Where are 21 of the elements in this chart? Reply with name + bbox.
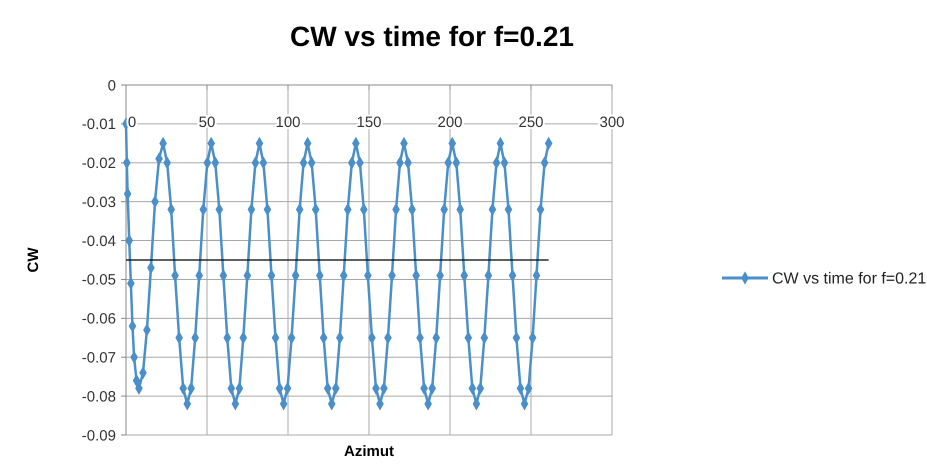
y-tick-label: -0.02 [82, 155, 116, 172]
y-tick-label: -0.03 [82, 194, 116, 211]
y-tick-label: -0.09 [82, 427, 116, 444]
x-tick-label: 50 [198, 114, 216, 131]
x-tick-label: 250 [518, 114, 544, 131]
y-tick-label: 0 [108, 77, 116, 94]
y-axis-title: CW [25, 246, 42, 272]
x-tick-label: 200 [437, 114, 463, 131]
x-tick-label: 300 [599, 114, 625, 131]
y-tick-label: -0.07 [82, 349, 116, 366]
y-tick-label: -0.08 [82, 388, 116, 406]
y-tick-label: -0.04 [82, 232, 116, 250]
x-tick-label: 150 [356, 114, 382, 131]
x-tick-label: 100 [275, 114, 301, 131]
y-tick-label: -0.05 [82, 272, 116, 289]
chart-title: CW vs time for f=0.21 [290, 21, 574, 52]
y-tick-label: -0.01 [82, 116, 116, 134]
y-tick-label: -0.06 [82, 310, 116, 328]
legend-label: CW vs time for f=0.21 [772, 270, 926, 288]
x-axis-title: Azimut [344, 443, 394, 460]
x-tick-label: 0 [128, 114, 136, 131]
